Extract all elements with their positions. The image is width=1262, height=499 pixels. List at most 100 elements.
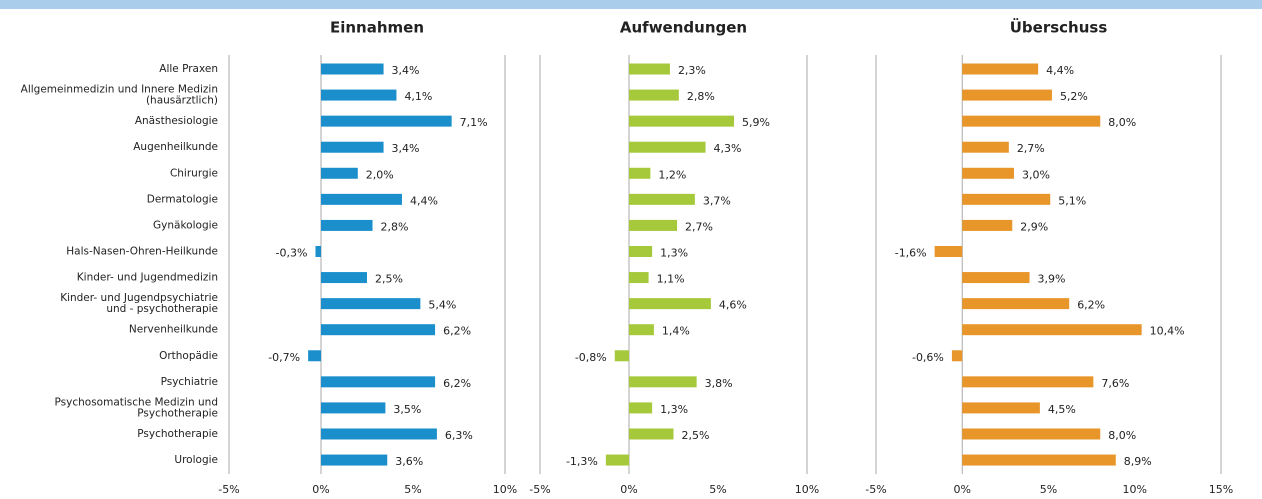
bar <box>629 376 697 388</box>
bar <box>321 376 436 388</box>
bar <box>629 402 653 414</box>
value-label: 1,1% <box>657 273 685 286</box>
x-tick-label: -5% <box>529 483 550 496</box>
value-label: 5,9% <box>742 116 770 129</box>
category-label: Urologie <box>174 454 218 466</box>
value-label: 3,9% <box>1038 273 1066 286</box>
bar <box>629 141 706 153</box>
category-label: Psychiatrie <box>161 376 218 388</box>
value-label: 3,4% <box>392 64 420 77</box>
bar <box>962 141 1009 153</box>
x-tick-label: 5% <box>404 483 421 496</box>
value-label: 4,5% <box>1048 403 1076 416</box>
category-label: Psychotherapie <box>137 428 218 440</box>
bar <box>962 219 1013 231</box>
bar <box>962 298 1070 310</box>
value-label: 5,1% <box>1058 194 1086 207</box>
panel-title: Einnahmen <box>330 19 424 37</box>
value-label: 4,6% <box>719 299 747 312</box>
bar <box>951 350 963 362</box>
x-tick-label: 10% <box>795 483 819 496</box>
bar <box>962 115 1101 127</box>
category-label: Anästhesiologie <box>135 115 218 127</box>
value-label: 4,3% <box>714 142 742 155</box>
value-label: 6,2% <box>443 377 471 390</box>
bar <box>962 272 1030 284</box>
bar <box>629 167 651 179</box>
bar <box>321 63 384 75</box>
bar <box>321 324 436 336</box>
value-label: 2,0% <box>366 168 394 181</box>
bar <box>629 428 674 440</box>
value-label: 3,8% <box>705 377 733 390</box>
bar <box>321 402 386 414</box>
value-label: 3,5% <box>393 403 421 416</box>
value-label: -0,8% <box>575 351 607 364</box>
bar <box>962 324 1142 336</box>
bar <box>321 298 421 310</box>
value-label: -1,6% <box>895 246 927 259</box>
value-label: 8,0% <box>1108 116 1136 129</box>
value-label: 3,4% <box>392 142 420 155</box>
bar <box>629 324 654 336</box>
bar <box>629 193 695 205</box>
bar <box>321 167 358 179</box>
category-label: Chirurgie <box>170 167 218 179</box>
value-label: 1,3% <box>660 403 688 416</box>
value-label: -1,3% <box>566 455 598 468</box>
bar <box>629 63 670 75</box>
bar <box>629 89 679 101</box>
value-label: 2,7% <box>1017 142 1045 155</box>
bar <box>962 376 1094 388</box>
value-label: 10,4% <box>1150 325 1185 338</box>
value-label: 2,5% <box>375 273 403 286</box>
value-label: 2,5% <box>682 429 710 442</box>
bar <box>629 219 678 231</box>
bar <box>962 193 1051 205</box>
category-label: Kinder- und Jugendpsychiatrie und - psych… <box>60 292 218 315</box>
value-label: 7,6% <box>1101 377 1129 390</box>
panel-title: Aufwendungen <box>620 19 747 37</box>
value-label: 1,4% <box>662 325 690 338</box>
value-label: 3,6% <box>395 455 423 468</box>
value-label: 3,7% <box>703 194 731 207</box>
x-tick-label: 0% <box>620 483 637 496</box>
x-tick-label: 15% <box>1209 483 1233 496</box>
bar <box>315 245 321 257</box>
value-label: 2,3% <box>678 64 706 77</box>
value-label: 6,2% <box>1077 299 1105 312</box>
value-label: -0,7% <box>268 351 300 364</box>
value-label: 2,9% <box>1020 220 1048 233</box>
category-label: Nervenheilkunde <box>129 324 218 336</box>
bar <box>321 193 402 205</box>
value-label: 2,8% <box>687 90 715 103</box>
value-label: 1,2% <box>658 168 686 181</box>
value-label: 5,4% <box>428 299 456 312</box>
category-label: Allgemeinmedizin und Innere Medizin (haus… <box>21 84 218 107</box>
bar <box>962 63 1039 75</box>
category-label: Augenheilkunde <box>133 141 218 153</box>
bar <box>962 402 1040 414</box>
x-tick-label: 5% <box>1040 483 1057 496</box>
panel-title: Überschuss <box>1010 18 1108 37</box>
header-band <box>0 0 1262 9</box>
value-label: 3,0% <box>1022 168 1050 181</box>
bar <box>629 115 735 127</box>
category-label: Kinder- und Jugendmedizin <box>77 272 218 284</box>
bar <box>962 167 1014 179</box>
value-label: 2,8% <box>381 220 409 233</box>
bar <box>321 141 384 153</box>
category-label: Gynäkologie <box>153 219 218 231</box>
category-label: Hals-Nasen-Ohren-Heilkunde <box>66 245 218 257</box>
bar <box>962 454 1116 466</box>
category-label: Orthopädie <box>159 350 218 362</box>
bar <box>962 428 1101 440</box>
category-label: Dermatologie <box>147 193 218 205</box>
bar <box>321 89 397 101</box>
bar <box>321 272 367 284</box>
value-label: 4,4% <box>410 194 438 207</box>
value-label: 4,1% <box>404 90 432 103</box>
bar <box>629 298 711 310</box>
bar <box>321 428 437 440</box>
